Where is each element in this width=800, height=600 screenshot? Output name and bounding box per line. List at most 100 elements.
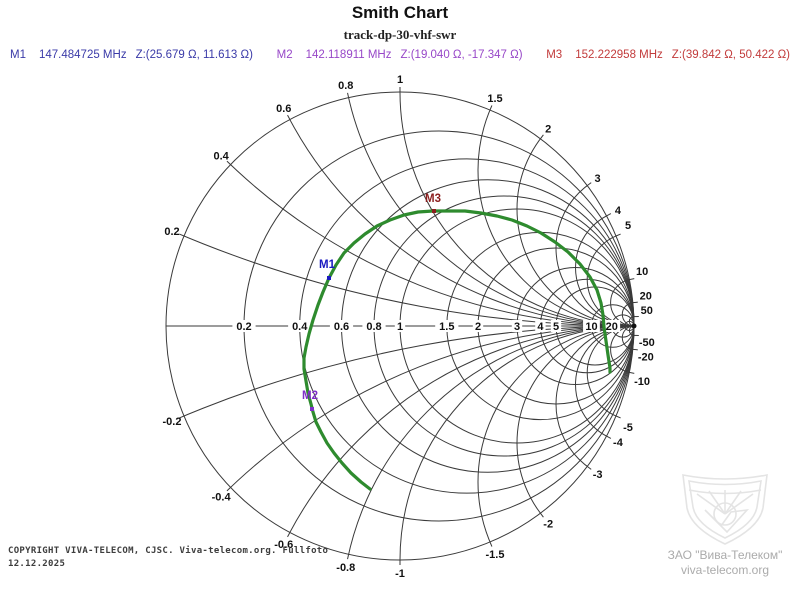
rim-tick: [287, 114, 291, 120]
marker-readout-M1: M1 147.484725 MHz Z:(25.679 Ω, 11.613 Ω): [10, 49, 253, 61]
rim-label: 50: [641, 305, 653, 317]
rim-tick: [615, 415, 621, 419]
axis-label: 5: [553, 321, 559, 333]
reactance-arc: [555, 169, 634, 327]
rim-label: -0.6: [274, 539, 293, 551]
axis-label-bg: [329, 320, 354, 332]
marker-dot-M3: [432, 209, 436, 213]
marker-label-M3: M3: [425, 193, 441, 205]
rim-label: 2: [545, 123, 551, 135]
marker-dot-M2: [310, 407, 314, 411]
axis-label: 1: [397, 321, 403, 333]
marker-readout-M2: M2 142.118911 MHz Z:(19.040 Ω, -17.347 Ω): [277, 49, 523, 61]
marker-id: M1: [10, 49, 26, 61]
rim-label: -2: [543, 519, 553, 531]
rim-tick: [489, 105, 493, 111]
reactance-arc: [399, 92, 634, 327]
axis-label: 1.5: [439, 321, 454, 333]
marker-id: M3: [546, 49, 563, 61]
rim-label: 1: [397, 74, 403, 86]
copyright-line2: 12.12.2025: [8, 559, 66, 569]
rim-tick: [287, 532, 291, 538]
rim-label: 4: [615, 205, 622, 217]
reactance-arc: [586, 231, 634, 327]
rim-label: -3: [593, 469, 603, 481]
axis-label-bg: [472, 320, 484, 332]
rim-tick: [226, 487, 231, 492]
rim-label: -20: [638, 352, 654, 364]
reactance-arc: [477, 325, 634, 560]
rim-tick: [629, 371, 635, 374]
axis-label: 2: [475, 321, 481, 333]
rim-tick: [179, 233, 185, 237]
rim-label: -1: [395, 568, 405, 580]
rim-label: 1.5: [487, 93, 502, 105]
rim-tick: [615, 233, 621, 237]
rim-label: 0.4: [213, 151, 229, 163]
vertex-point: [631, 323, 637, 329]
axis-label-bg: [362, 320, 386, 332]
axis-label-bg: [288, 320, 312, 332]
rim-label: 0.6: [276, 103, 291, 115]
rim-label: -1.5: [486, 549, 505, 561]
rim-label: -0.2: [163, 416, 182, 428]
reactance-arc: [575, 325, 634, 444]
chart-subtitle: track-dp-30-vhf-swr: [343, 27, 457, 42]
axis-label-bg: [511, 320, 523, 332]
axis-label: 3: [514, 321, 520, 333]
marker-frequency: 142.118911 MHz: [305, 49, 392, 61]
axis-label: 4: [537, 321, 544, 333]
rim-tick: [540, 512, 544, 518]
rim-tick: [489, 541, 493, 547]
axis-label: 10: [585, 321, 597, 333]
rim-label: -10: [634, 376, 650, 388]
axis-label-bg: [603, 320, 621, 332]
reactance-arc: [166, 92, 634, 327]
rim-tick: [347, 554, 350, 560]
rim-tick: [586, 182, 592, 187]
reactance-arc: [516, 92, 634, 327]
axis-label: 0.2: [236, 321, 251, 333]
rim-tick: [226, 160, 231, 165]
rim-tick: [629, 278, 635, 281]
rim-label: 3: [595, 173, 601, 185]
marker-id: M2: [276, 49, 293, 61]
logo-website: viva-telecom.org: [680, 563, 770, 577]
axis-label-bg: [583, 320, 600, 332]
rim-label: -4: [613, 437, 624, 449]
rim-label: 20: [640, 290, 652, 302]
axis-label: 0.4: [292, 321, 308, 333]
axis-label-bg: [232, 320, 256, 332]
axis-label: 0.8: [366, 321, 381, 333]
rim-label: -5: [623, 422, 633, 434]
rim-tick: [586, 465, 592, 470]
rim-label: 0.8: [338, 80, 353, 92]
rim-tick: [606, 213, 612, 217]
marker-dot-M1: [327, 276, 331, 280]
rim-tick: [347, 92, 350, 98]
marker-label-M1: M1: [319, 259, 336, 271]
trace-path: [302, 209, 612, 491]
rim-label: 0.2: [164, 226, 179, 238]
axis-label: 0.6: [334, 321, 349, 333]
reactance-arc: [628, 325, 634, 336]
axis-label: 20: [606, 321, 618, 333]
marker-readouts: M1 147.484725 MHz Z:(25.679 Ω, 11.613 Ω) M2…: [0, 49, 800, 61]
rim-label: -50: [639, 337, 655, 349]
reactance-arc: [555, 325, 634, 483]
reactance-arc: [477, 92, 634, 327]
reactance-arc: [575, 208, 634, 327]
axis-label-bg: [394, 320, 406, 332]
rim-tick: [179, 415, 185, 419]
marker-frequency: 147.484725 MHz: [38, 49, 127, 61]
marker-impedance: Z:(19.040 Ω, -17.347 Ω): [400, 49, 523, 61]
marker-readout-M3: M3 152.222958 MHz Z:(39.842 Ω, 50.422 Ω): [546, 49, 790, 61]
rim-tick: [606, 435, 612, 439]
reactance-arc: [516, 325, 634, 560]
marker-impedance: Z:(25.679 Ω, 11.613 Ω): [135, 49, 253, 61]
page-title: Smith Chart: [351, 3, 449, 22]
logo-company-name: ЗАО "Вива-Телеком": [667, 548, 783, 562]
rim-label: 10: [636, 266, 648, 278]
